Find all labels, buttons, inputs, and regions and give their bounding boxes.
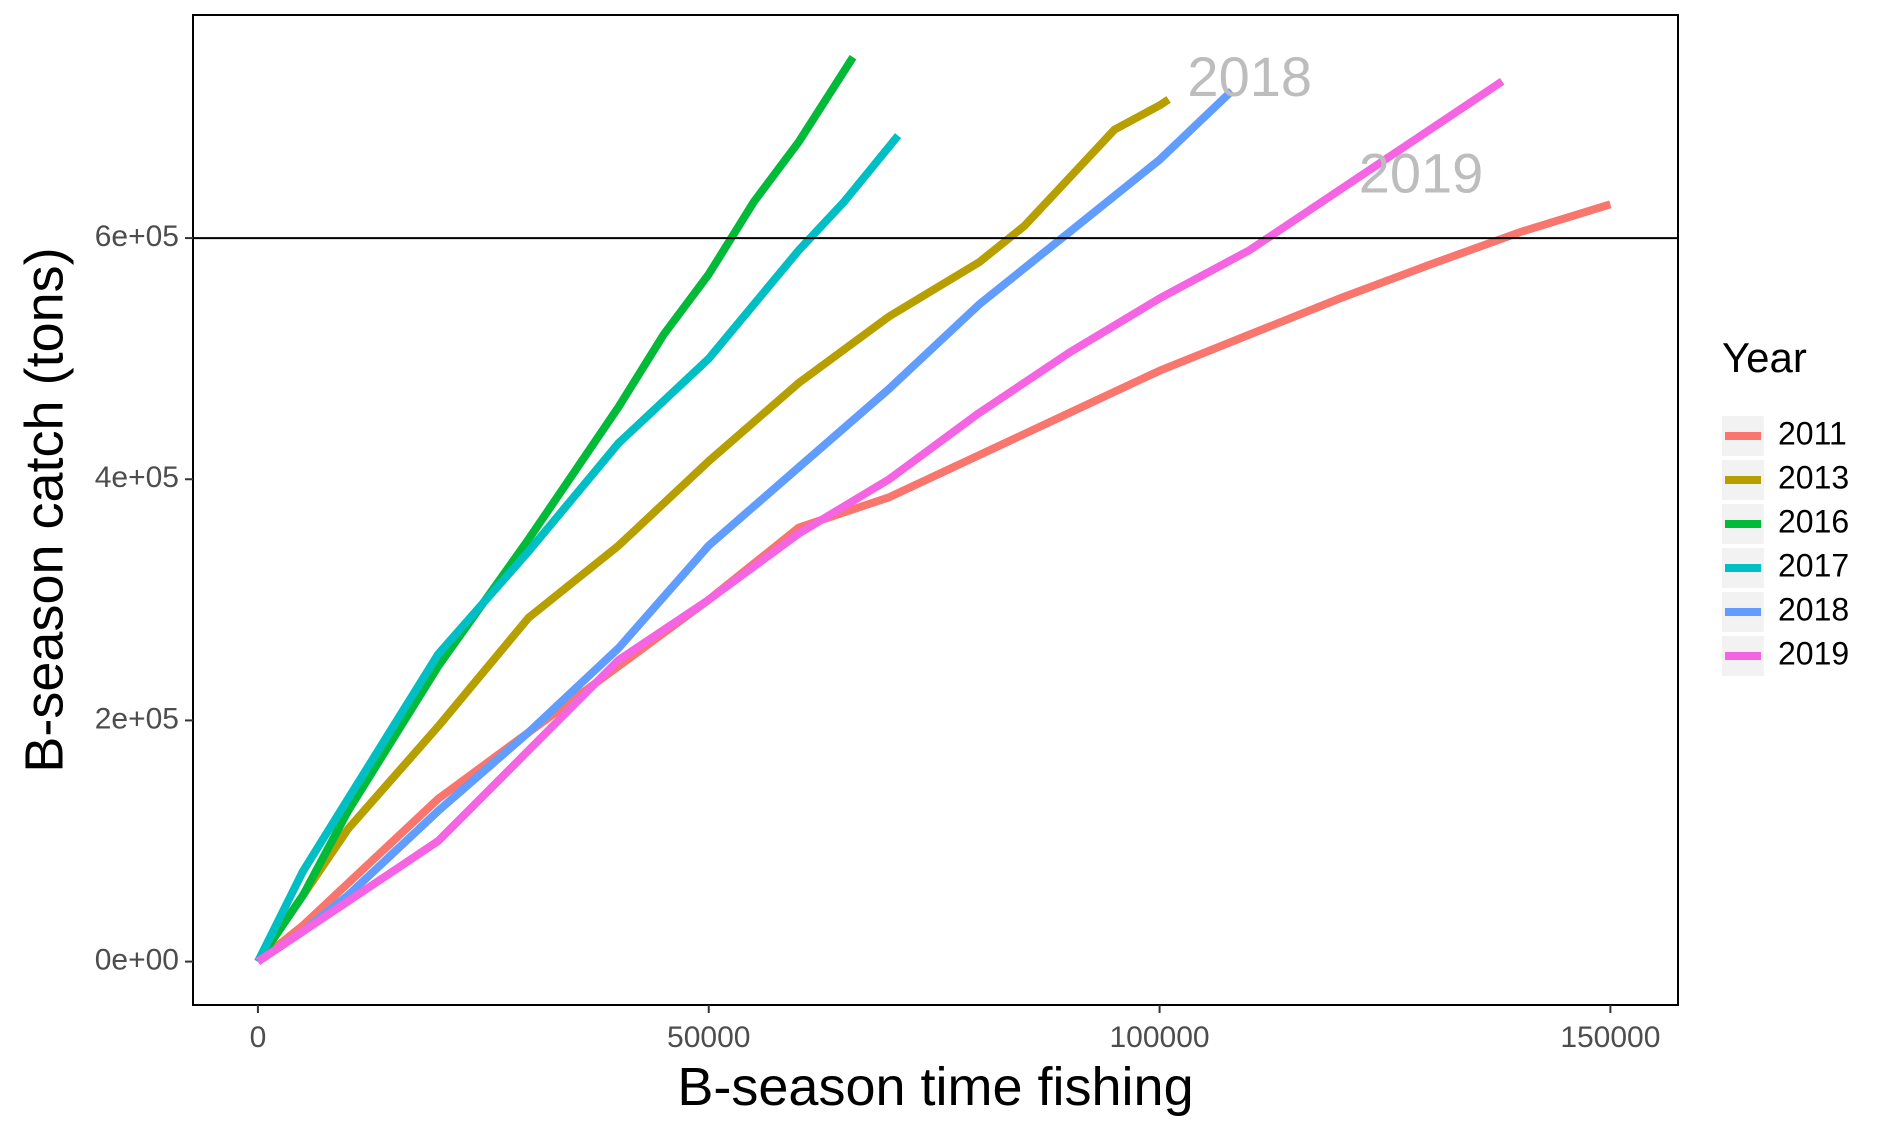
series-line-2016 bbox=[254, 55, 857, 964]
x-tick-label: 100000 bbox=[1110, 1021, 1210, 1054]
axes: 0 50000 100000 150000 0e+00 2e+05 4e+05 6e+05 bbox=[95, 14, 1679, 1054]
x-axis-title: B-season time fishing bbox=[677, 1057, 1193, 1117]
legend-label-2019: 2019 bbox=[1778, 635, 1849, 671]
legend-label-2013: 2013 bbox=[1778, 459, 1849, 495]
panel-border bbox=[192, 14, 1679, 1006]
y-tick-label: 0e+00 bbox=[95, 944, 179, 977]
series-line-2013 bbox=[254, 96, 1171, 964]
annotation-label: 2019 bbox=[1359, 142, 1484, 205]
legend-title: Year bbox=[1722, 334, 1807, 381]
x-tick-label: 0 bbox=[250, 1021, 267, 1054]
x-tick-label: 150000 bbox=[1560, 1021, 1660, 1054]
series-line-2019 bbox=[255, 77, 1505, 965]
plot-area: 2018 2019 bbox=[193, 15, 1678, 1005]
legend-label-2016: 2016 bbox=[1778, 503, 1849, 539]
series-line-2011 bbox=[255, 200, 1612, 965]
series-line-2017 bbox=[254, 133, 902, 964]
legend-label-2018: 2018 bbox=[1778, 591, 1849, 627]
annotation-label: 2018 bbox=[1187, 45, 1312, 108]
legend-label-2011: 2011 bbox=[1778, 415, 1847, 451]
x-tick-label: 50000 bbox=[667, 1021, 750, 1054]
legend: Year 2011 2013 2016 2017 2018 2019 bbox=[1722, 334, 1849, 676]
y-tick-label: 4e+05 bbox=[95, 461, 179, 494]
series-line-2018 bbox=[255, 88, 1235, 965]
y-tick-label: 2e+05 bbox=[95, 702, 179, 735]
y-axis-title: B-season catch (tons) bbox=[14, 247, 74, 772]
y-tick-label: 6e+05 bbox=[95, 220, 179, 253]
legend-label-2017: 2017 bbox=[1778, 547, 1849, 583]
